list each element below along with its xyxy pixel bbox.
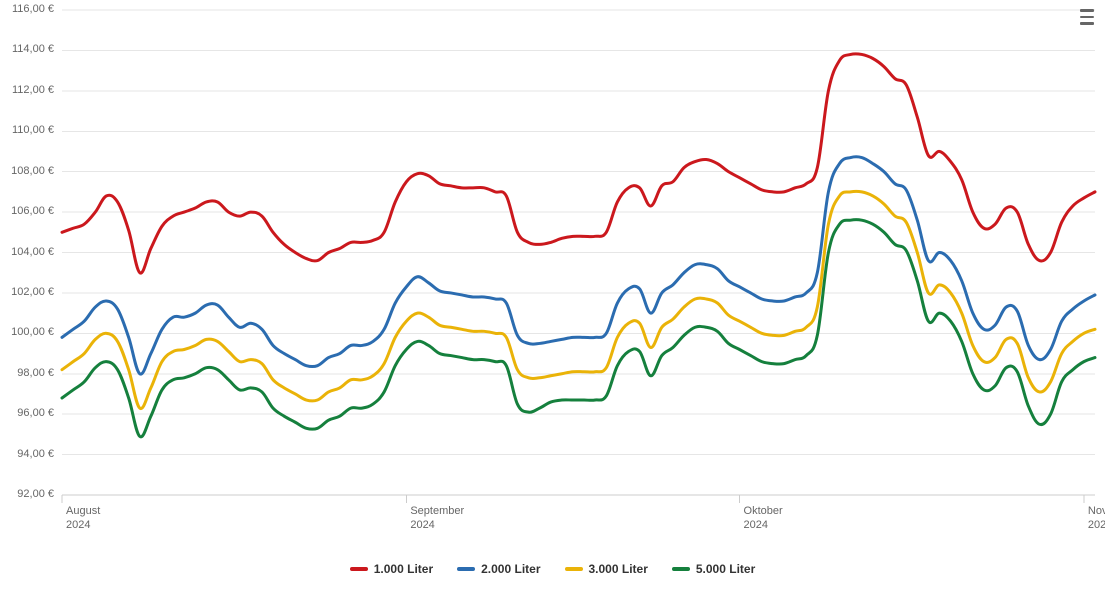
y-axis-label: 100,00 € — [0, 326, 54, 338]
x-axis-month-label: August — [66, 505, 100, 517]
y-axis-label: 96,00 € — [0, 407, 54, 419]
price-line-chart — [0, 0, 1105, 603]
legend-swatch-icon — [350, 567, 368, 571]
x-axis-year-label: 2024 — [410, 519, 434, 531]
chart-legend: 1.000 Liter 2.000 Liter 3.000 Liter 5.000 L… — [0, 560, 1105, 576]
x-axis-year-label: 2024 — [1088, 519, 1105, 531]
chart-menu-button[interactable] — [1075, 6, 1099, 28]
y-axis-label: 102,00 € — [0, 286, 54, 298]
y-axis-label: 116,00 € — [0, 3, 54, 15]
chart-container: 1.000 Liter 2.000 Liter 3.000 Liter 5.000 L… — [0, 0, 1105, 603]
x-axis-month-label: Oktober — [744, 505, 783, 517]
legend-item-s5000[interactable]: 5.000 Liter — [672, 562, 755, 576]
y-axis-label: 112,00 € — [0, 84, 54, 96]
y-axis-label: 92,00 € — [0, 488, 54, 500]
legend-swatch-icon — [457, 567, 475, 571]
legend-item-s3000[interactable]: 3.000 Liter — [565, 562, 648, 576]
legend-item-s2000[interactable]: 2.000 Liter — [457, 562, 540, 576]
legend-swatch-icon — [565, 567, 583, 571]
y-axis-label: 110,00 € — [0, 124, 54, 136]
y-axis-label: 114,00 € — [0, 43, 54, 55]
x-axis-year-label: 2024 — [744, 519, 768, 531]
y-axis-label: 98,00 € — [0, 367, 54, 379]
legend-label: 5.000 Liter — [696, 562, 755, 576]
legend-swatch-icon — [672, 567, 690, 571]
x-axis-month-label: November — [1088, 505, 1105, 517]
legend-label: 2.000 Liter — [481, 562, 540, 576]
legend-label: 1.000 Liter — [374, 562, 433, 576]
y-axis-label: 108,00 € — [0, 165, 54, 177]
legend-item-s1000[interactable]: 1.000 Liter — [350, 562, 433, 576]
y-axis-label: 94,00 € — [0, 448, 54, 460]
y-axis-label: 104,00 € — [0, 246, 54, 258]
legend-label: 3.000 Liter — [589, 562, 648, 576]
x-axis-year-label: 2024 — [66, 519, 90, 531]
y-axis-label: 106,00 € — [0, 205, 54, 217]
x-axis-month-label: September — [410, 505, 464, 517]
